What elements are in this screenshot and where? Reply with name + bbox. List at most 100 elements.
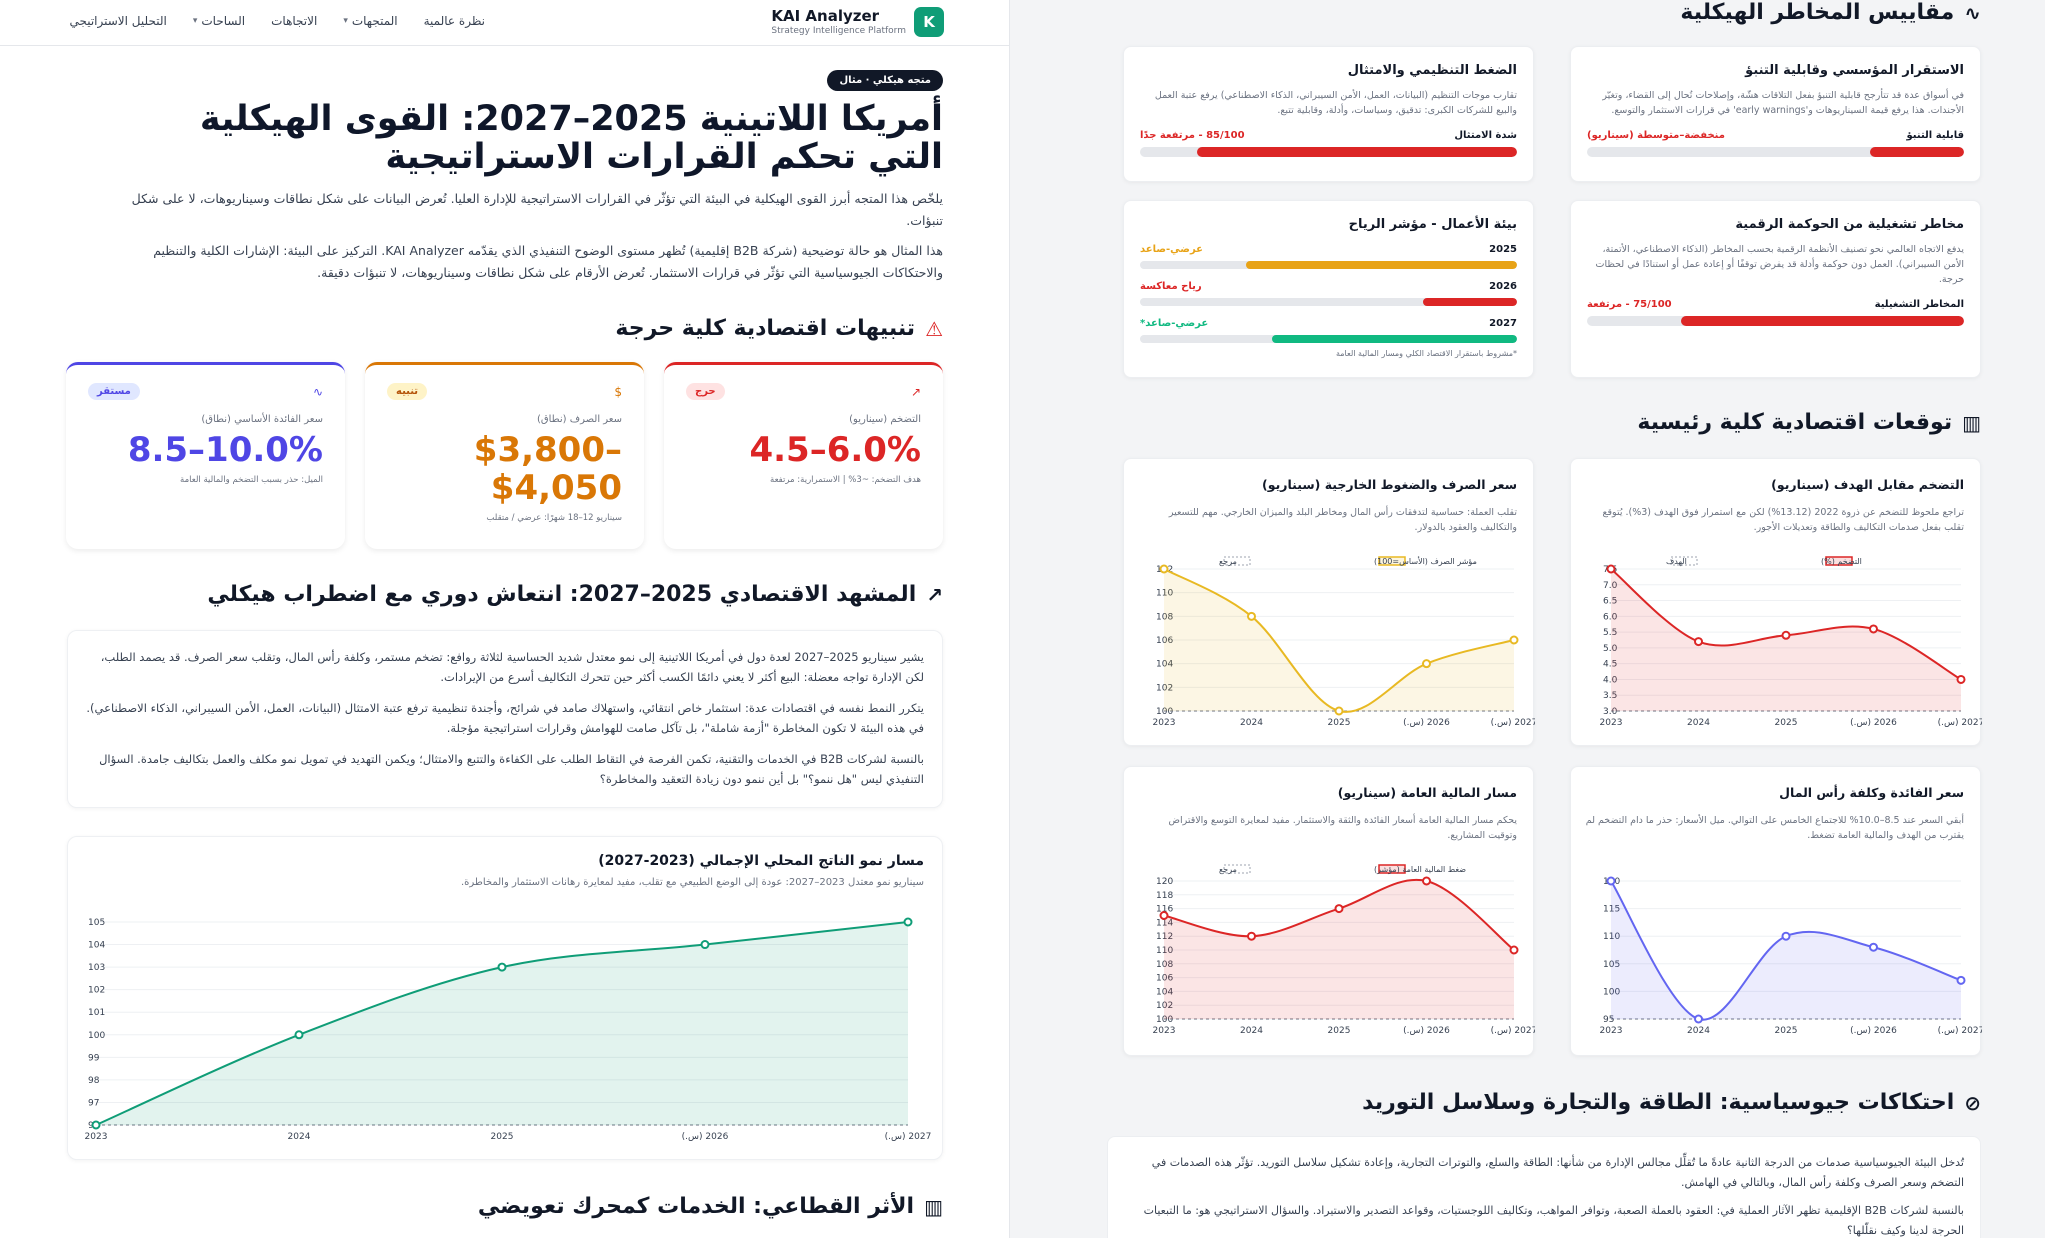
year-status: رياح معاكسة xyxy=(1140,281,1202,292)
brand-name: KAI Analyzer xyxy=(771,6,880,25)
dashboard-main-panel: K KAI Analyzer Strategy Intelligence Pla… xyxy=(0,0,1010,1238)
alert-card-exchange: $ تنبيه سعر الصرف (نطاق) $3,800–$4,050 س… xyxy=(365,362,644,549)
fiscal-chart: 100 102 104 106 108 110 112 114 116 118 120 2023 202… xyxy=(1153,864,1535,1036)
y-tick-label: 5.5 xyxy=(1603,628,1617,638)
y-tick-label: 108 xyxy=(1156,960,1173,970)
risk-metrics-panel: ∿ مقاييس المخاطر الهيكلية الاستقرار المؤ… xyxy=(1034,0,2045,1238)
risk-metric-label: شدة الامتثال xyxy=(1454,130,1517,141)
risk-card-title: الضغط التنظيمي والامتثال xyxy=(1347,63,1517,78)
x-tick-label: 2027 (س.) xyxy=(885,1132,932,1142)
data-point xyxy=(1334,706,1344,716)
y-tick-label: 116 xyxy=(1156,905,1173,915)
x-tick-label: 2026 (س.) xyxy=(1850,718,1897,728)
x-tick-label: 2025 xyxy=(1775,718,1798,728)
hero-intro: يلخّص هذا المتجه أبرز القوى الهيكلية في … xyxy=(131,191,943,228)
y-tick-label: 118 xyxy=(1156,891,1173,901)
x-tick-label: 2023 xyxy=(1600,1026,1623,1036)
scenario-paragraph: يتكرر النمط نفسه في اقتصادات عدة: استثما… xyxy=(86,701,924,735)
exchange-rate-chart: 1001021041061081101122023202420252026 (س… xyxy=(1153,556,1535,728)
y-tick-label: 3.0 xyxy=(1603,707,1618,717)
area-fill xyxy=(1611,569,1961,711)
nav-link-trends[interactable]: الاتجاهات xyxy=(271,14,317,28)
alert-label: التضخم (سيناريو) xyxy=(849,414,921,425)
wind-meter-fill xyxy=(1422,298,1517,306)
x-tick-label: 2026 (س.) xyxy=(1850,1026,1897,1036)
pulse-icon: ∿ xyxy=(312,384,323,399)
y-tick-label: 110 xyxy=(1156,946,1173,956)
y-tick-label: 105 xyxy=(88,918,105,928)
section-title-risks: ∿ مقاييس المخاطر الهيكلية xyxy=(1680,0,1981,25)
risk-meter xyxy=(1587,316,1964,326)
risk-metric-label: المخاطر التشغيلية xyxy=(1874,299,1964,310)
alert-label: سعر الصرف (نطاق) xyxy=(536,414,622,425)
area-fill xyxy=(1164,879,1514,1019)
x-tick-label: 2024 xyxy=(288,1132,311,1142)
year-status: عرضي-صاعد* xyxy=(1140,318,1209,329)
nav-link-arenas[interactable]: الساحات ▾ xyxy=(193,14,245,28)
year-status: عرضي-صاعد xyxy=(1140,244,1204,255)
risk-meter-fill xyxy=(1869,147,1964,157)
legend-label: ضغط المالية العامة (مؤشر) xyxy=(1374,865,1466,874)
x-tick-label: 2027 (س.) xyxy=(1491,718,1535,728)
section-title-text: احتكاكات جيوسياسية: الطاقة والتجارة وسلا… xyxy=(1362,1090,1955,1115)
scenario-paragraph: بالنسبة لشركات B2B في الخدمات والتقنية، … xyxy=(99,752,924,786)
status-badge: تنبيه xyxy=(387,383,428,400)
gdp-chart: 9697989910010110210310410520232024202520… xyxy=(85,917,932,1142)
y-tick-label: 102 xyxy=(88,986,105,996)
scenario-paragraph: يشير سيناريو 2025–2027 لعدة دول في أمريك… xyxy=(100,650,924,684)
risk-card-regulatory: الضغط التنظيمي والامتثال تقارب موجات الت… xyxy=(1123,46,1534,182)
legend-label: مرجع xyxy=(1219,557,1237,566)
x-tick-label: 2025 xyxy=(1775,1026,1798,1036)
nav-link-global[interactable]: نظرة عالمية xyxy=(424,14,485,28)
x-tick-label: 2025 xyxy=(1328,718,1351,728)
x-tick-label: 2026 (س.) xyxy=(1403,718,1450,728)
page-title: أمريكا اللاتينية 2025–2027: القوى الهيكل… xyxy=(199,99,943,177)
inflation-chart: 3.03.54.04.55.05.56.06.57.07.52023202420… xyxy=(1600,556,1982,728)
x-tick-label: 2024 xyxy=(1687,1026,1710,1036)
chart-description: يحكم مسار المالية العامة أسعار الفائدة و… xyxy=(1168,815,1517,841)
y-tick-label: 110 xyxy=(1156,589,1173,599)
y-tick-label: 100 xyxy=(88,1031,105,1041)
y-tick-label: 4.5 xyxy=(1603,660,1617,670)
risk-card-title: مخاطر تشغيلية من الحوكمة الرقمية xyxy=(1735,217,1964,232)
data-point xyxy=(1159,911,1169,920)
y-tick-label: 110 xyxy=(1603,932,1620,942)
y-tick-label: 6.0 xyxy=(1603,612,1618,622)
x-tick-label: 2025 xyxy=(1328,1026,1351,1036)
data-point xyxy=(903,917,913,927)
wind-meter-fill xyxy=(1245,261,1517,269)
y-tick-label: 104 xyxy=(88,941,105,951)
legend-label: التضخم (%) xyxy=(1821,557,1862,566)
data-point xyxy=(1334,904,1344,914)
data-point xyxy=(1956,674,1966,684)
data-point xyxy=(700,940,710,950)
chart-title: سعر الصرف والضغوط الخارجية (سيناريو) xyxy=(1262,477,1517,492)
risk-card-digital: مخاطر تشغيلية من الحوكمة الرقمية يدفع ال… xyxy=(1570,200,1981,378)
y-tick-label: 105 xyxy=(1603,960,1620,970)
legend-label: مرجع xyxy=(1219,865,1237,874)
nav-link-strategic[interactable]: التحليل الاستراتيجي xyxy=(69,14,166,28)
x-tick-label: 2023 xyxy=(85,1132,108,1142)
data-point xyxy=(1781,931,1791,941)
dollar-icon: $ xyxy=(614,384,622,399)
alert-note: هدف التضخم: ~3% | الاستمرارية: مرتفعة xyxy=(770,475,921,485)
risk-meter xyxy=(1140,147,1517,157)
y-tick-label: 101 xyxy=(88,1008,105,1018)
area-fill xyxy=(1164,569,1514,712)
y-tick-label: 120 xyxy=(1156,877,1173,887)
x-tick-label: 2024 xyxy=(1240,1026,1263,1036)
year-label: 2025 xyxy=(1489,244,1517,255)
status-badge: مستقر xyxy=(88,383,140,400)
section-title-geo: ⊘ احتكاكات جيوسياسية: الطاقة والتجارة وس… xyxy=(1362,1090,1981,1115)
brand[interactable]: K KAI Analyzer Strategy Intelligence Pla… xyxy=(771,7,944,37)
nav-link-vectors[interactable]: المتجهات ▾ xyxy=(343,14,397,28)
footnote: *مشروط باستقرار الاقتصاد الكلي ومسار الم… xyxy=(1335,349,1517,358)
hero-badge: متجه هيكلي · مثال xyxy=(827,70,943,91)
y-tick-label: 100 xyxy=(1156,707,1173,717)
trend-up-icon: ↗ xyxy=(910,384,921,399)
nav-link-label: الساحات xyxy=(201,14,246,28)
y-tick-label: 104 xyxy=(1156,987,1173,997)
risk-metric-value: 85/100 - مرتفعة جدًا xyxy=(1140,130,1245,141)
alert-value: 8.5–10.0% xyxy=(127,430,323,470)
legend-swatch xyxy=(1378,556,1406,566)
